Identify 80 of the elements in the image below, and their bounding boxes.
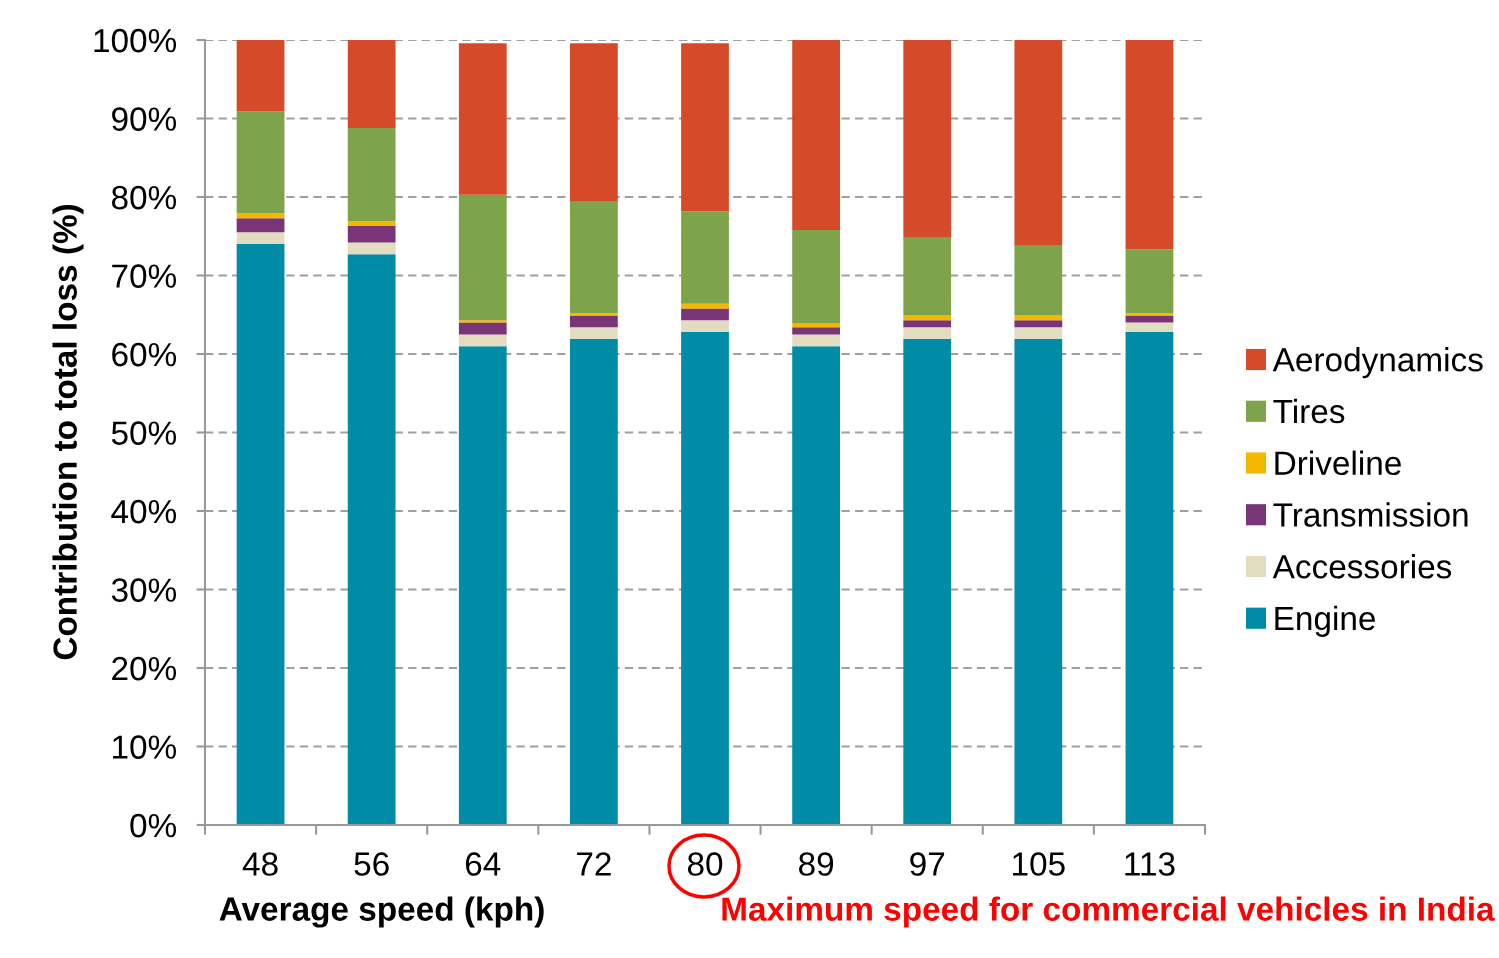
y-tick-label: 10%: [113, 735, 177, 759]
bar: [347, 221, 396, 227]
bar: [1125, 313, 1174, 316]
y-tick-label: 70%: [112, 264, 177, 288]
bar: [458, 334, 507, 347]
y-axis-title: Contribution to total loss (%): [52, 204, 84, 660]
x-tick-label: 97: [910, 852, 945, 876]
y-tick-label: 40%: [111, 499, 177, 524]
x-axis-title: Average speed (kph): [219, 896, 544, 928]
bar: [570, 43, 618, 202]
bar: [792, 327, 840, 335]
bar: [347, 40, 396, 128]
bar: [1014, 320, 1063, 328]
y-tick-label: 100%: [94, 28, 177, 53]
y-tick-label: 60%: [112, 342, 177, 367]
bar: [792, 229, 840, 324]
bar: [570, 315, 618, 328]
x-tick-label: 80: [687, 852, 723, 876]
bar: [1014, 244, 1063, 316]
bar: [1014, 339, 1063, 825]
bar: [681, 320, 729, 333]
x-tick-label: 89: [799, 852, 834, 876]
bar: [570, 327, 618, 340]
bar: [236, 40, 285, 112]
legend-label: Tires: [1273, 398, 1345, 424]
bar: [1014, 40, 1063, 245]
y-tick-label: 90%: [112, 107, 177, 131]
bar: [458, 346, 507, 825]
bar: [792, 346, 840, 825]
bar: [792, 323, 840, 328]
bar: [1125, 322, 1174, 333]
bar: [347, 127, 396, 222]
bar: [236, 218, 285, 233]
bar: [236, 232, 285, 245]
y-tick-label: 20%: [112, 656, 177, 681]
bar: [903, 40, 952, 238]
bar: [1125, 249, 1174, 314]
legend-label: Driveline: [1275, 450, 1401, 476]
bar: [236, 213, 285, 219]
bar: [458, 43, 507, 195]
text: Maximum speed for commercial vehicles in India: [722, 896, 1495, 928]
legend-label: Accessories: [1272, 554, 1452, 579]
bar: [1125, 40, 1174, 250]
x-tick-label: 113: [1125, 852, 1175, 876]
bar: [347, 254, 396, 825]
bar: [458, 320, 507, 323]
bar: [570, 201, 618, 314]
bar: [903, 339, 952, 825]
bar: [458, 322, 507, 335]
x-tick-label: 48: [242, 852, 278, 876]
legend-label: Aerodynamics: [1272, 347, 1483, 379]
bar: [570, 339, 618, 825]
y-tick-label: 80%: [111, 185, 177, 210]
bar: [792, 40, 840, 230]
x-tick-label: 72: [577, 852, 611, 876]
bar: [903, 327, 952, 340]
bar: [903, 320, 952, 328]
x-tick-label: 105: [1013, 852, 1065, 876]
y-tick-label: 30%: [111, 578, 177, 602]
bar: [1014, 327, 1063, 340]
bar: [681, 211, 729, 304]
bar: [681, 43, 729, 212]
y-tick-label: 50%: [111, 421, 177, 445]
bar: [1125, 315, 1174, 323]
legend-label: Engine: [1275, 605, 1375, 637]
bar: [903, 237, 952, 316]
x-tick-label: 56: [354, 852, 389, 876]
bar: [1125, 332, 1174, 825]
bar: [236, 244, 285, 825]
bar: [236, 111, 285, 214]
bar: [458, 194, 507, 321]
bar: [347, 226, 396, 243]
legend-label: Transmission: [1273, 502, 1468, 527]
y-tick-label: 0%: [130, 813, 177, 838]
bar: [570, 313, 618, 316]
bar: [792, 334, 840, 347]
bar: [681, 308, 729, 321]
x-tick-label: 64: [465, 852, 501, 876]
bar: [347, 242, 396, 255]
bar: [681, 332, 729, 825]
